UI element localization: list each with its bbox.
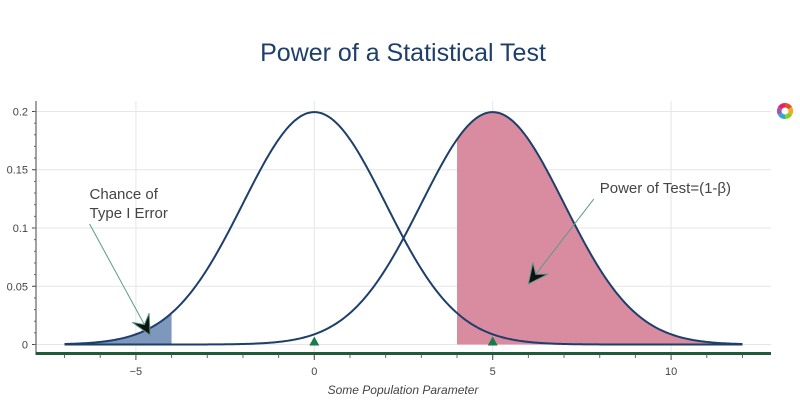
annotation-arrowhead [132,313,151,337]
x-tick-label: 10 [665,366,677,378]
x-tick-label: 5 [490,366,496,378]
annotation-text: Type I Error [90,205,168,222]
triangle-marker [309,336,320,346]
shaded-region [64,313,172,345]
chart-title: Power of a Statistical Test [260,39,546,67]
axes: 0 0.05 0.1 0.15 0.2 −5 0 5 10 [7,101,771,378]
annotation-text: Power of Test=(1-β) [600,180,731,197]
x-axis-label: Some Population Parameter [328,383,480,397]
triangle-marker [487,336,498,346]
y-tick-label: 0.05 [7,281,28,293]
toolbar-logo-icon[interactable] [776,102,794,120]
shaded-regions [64,112,743,345]
y-tick-label: 0.2 [13,106,28,118]
y-tick-label: 0.1 [13,223,28,235]
y-tick-label: 0.15 [7,165,28,177]
annotation-arrowhead [527,262,549,285]
markers [309,336,498,346]
x-tick-label: −5 [130,366,143,378]
annotation-text: Chance of [90,186,159,203]
annotation-arrow-line [527,198,595,285]
annotation-arrow-line [89,223,151,336]
shaded-region [457,112,743,345]
annotations: Chance of Type I Error Power of Test=(1-β) [89,180,731,337]
x-tick-label: 0 [311,366,317,378]
y-tick-label: 0 [22,340,28,352]
distribution-curve [64,111,743,346]
curves [64,111,743,346]
